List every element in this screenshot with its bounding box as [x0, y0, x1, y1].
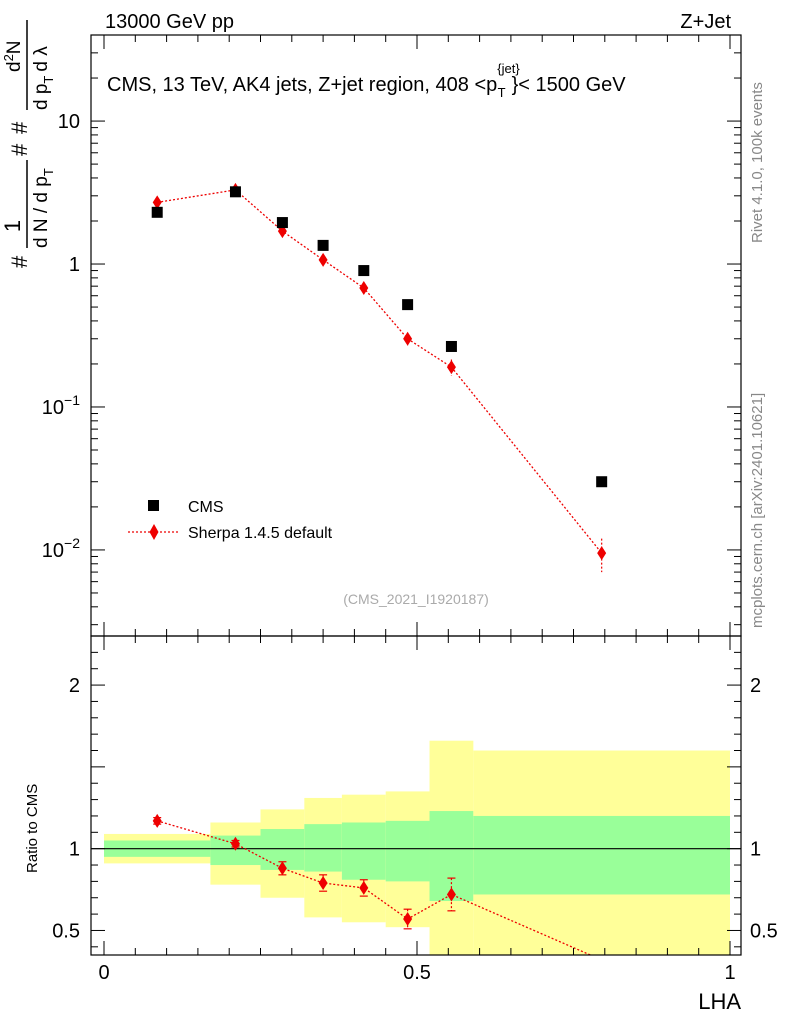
main-y-tick-label: 10	[58, 111, 80, 133]
ratio-mc-point	[152, 813, 162, 828]
tick-exp: −1	[64, 392, 80, 408]
cms-point	[276, 217, 288, 229]
ratio-mc-point	[446, 887, 456, 902]
xlabel: LHA	[698, 989, 741, 1014]
side-label-source: mcplots.cern.ch [arXiv:2401.10621]	[749, 393, 766, 628]
ylabel-d2n-n: N	[4, 40, 25, 54]
ratio-bands	[104, 740, 730, 955]
ylabel-d2n: d2N	[1, 40, 25, 72]
tick-base: 10	[42, 397, 64, 419]
header-right: Z+Jet	[680, 11, 731, 33]
ylabel-dpt-sub: T	[41, 76, 56, 84]
title-sub: T	[498, 85, 506, 100]
ylabel-dl-text: d λ	[31, 46, 52, 72]
legend-cms-label: CMS	[188, 499, 224, 516]
main-content	[151, 182, 608, 573]
mc-point	[446, 360, 456, 375]
ratio-y-tick-label-right: 0.5	[750, 920, 778, 942]
ylabel-hash-3: #	[7, 121, 32, 134]
plot-title: CMS, 13 TeV, AK4 jets, Z+jet region, 408…	[107, 61, 626, 100]
title-sup: {jet}	[497, 61, 520, 76]
side-label-rivet: Rivet 4.1.0, 100k events	[749, 82, 766, 243]
ratio-mc-point	[403, 912, 413, 927]
main-y-tick-label: 1	[69, 254, 80, 276]
tick-base: 10	[42, 540, 64, 562]
title-main: CMS, 13 TeV, AK4 jets, Z+jet region, 408…	[107, 74, 497, 96]
mc-line	[157, 189, 603, 554]
ratio-y-tick-label-left: 1	[69, 839, 80, 861]
cms-point	[317, 239, 329, 251]
mc-point	[318, 252, 328, 267]
band-inner-bin	[341, 822, 386, 880]
header-left: 13000 GeV pp	[105, 11, 234, 33]
x-tick-label: 0	[98, 962, 109, 984]
cms-point	[358, 265, 370, 277]
ratio-content	[91, 813, 741, 956]
ratio-mc-point	[230, 836, 240, 851]
legend-cms-marker	[148, 500, 159, 511]
ratio-mc-point	[359, 880, 369, 895]
ylabel-d2n-sup: 2	[1, 54, 16, 61]
legend: CMS Sherpa 1.4.5 default	[128, 499, 333, 542]
title-tail: }< 1500 GeV	[512, 74, 627, 96]
mc-point	[403, 331, 413, 346]
ylabel-hash-2: #	[7, 143, 32, 156]
cms-point	[445, 340, 457, 352]
ratio-y-tick-label-right: 2	[750, 675, 761, 697]
ratio-frame	[90, 635, 742, 956]
watermark-analysis: (CMS_2021_I1920187)	[343, 591, 489, 607]
mc-point	[152, 195, 162, 210]
ylabel-dn-dpt-text: d N / d p	[31, 176, 52, 248]
tick-exp: −2	[64, 535, 80, 551]
ylabel-one: 1	[0, 220, 25, 232]
mc-point	[359, 280, 369, 295]
ratio-y-tick-label-left: 2	[69, 675, 80, 697]
cms-point	[229, 186, 241, 198]
band-inner-bin	[429, 811, 474, 902]
legend-mc-marker	[149, 524, 159, 540]
ratio-mc-point	[277, 861, 287, 876]
ylabel-d2n-d: d	[4, 61, 25, 72]
x-tick-label: 1	[724, 962, 735, 984]
legend-mc-label: Sherpa 1.4.5 default	[188, 525, 333, 542]
ylabel-dn-dpt: d N / d pT	[31, 168, 56, 248]
main-y-tick-label: 10−1	[42, 392, 80, 419]
band-inner-bin	[473, 815, 730, 895]
ylabel-main: # 1 d N / d pT # d2N # d pTd λ	[0, 20, 56, 268]
cms-point	[596, 476, 608, 488]
ratio-mc-point	[318, 876, 328, 891]
cms-point	[151, 206, 163, 218]
band-inner-bin	[385, 820, 430, 882]
ratio-y-tick-label-right: 1	[750, 839, 761, 861]
ylabel-hash-1: #	[7, 255, 32, 268]
mc-point	[597, 546, 607, 561]
ylabel-ratio: Ratio to CMS	[24, 784, 41, 873]
x-tick-label: 0.5	[403, 962, 431, 984]
band-inner-bin	[304, 824, 342, 872]
ylabel-dpt-dl: d pTd λ	[31, 46, 56, 110]
ratio-y-tick-label-left: 0.5	[52, 920, 80, 942]
cms-point	[402, 299, 414, 311]
main-y-tick-label: 10−2	[42, 535, 80, 562]
ylabel-dn-dpt-sub: T	[41, 168, 56, 176]
ylabel-dpt-text: d p	[31, 84, 52, 110]
